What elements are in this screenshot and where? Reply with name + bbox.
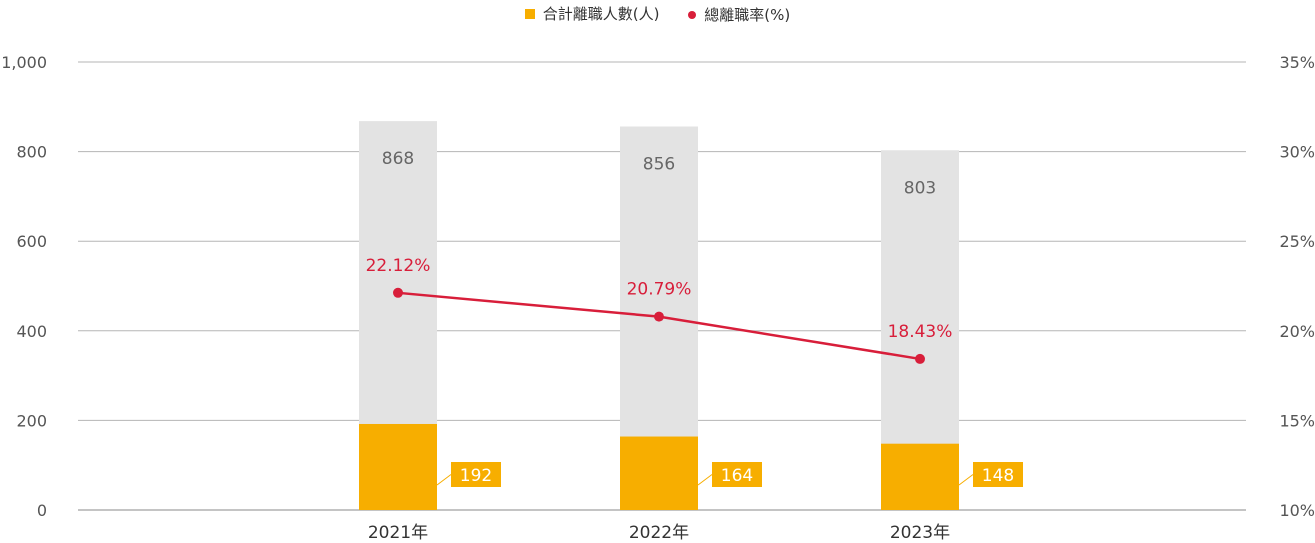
- left-axis-tick-label: 800: [16, 143, 47, 162]
- right-axis-tick-label: 10%: [1279, 501, 1315, 520]
- leavers-bar: [881, 443, 959, 510]
- left-axis-tick-label: 600: [16, 232, 47, 251]
- legend-line-marker: [688, 10, 697, 19]
- leavers-data-label: 148: [982, 466, 1014, 486]
- leavers-bar: [620, 436, 698, 510]
- left-axis-tick-label: 200: [16, 411, 47, 430]
- right-axis-tick-label: 15%: [1279, 411, 1315, 430]
- leavers-data-label: 164: [721, 466, 753, 486]
- rate-data-label: 22.12%: [366, 256, 431, 276]
- legend-item-rate: 總離職率(%): [688, 4, 790, 25]
- total-data-label: 868: [382, 149, 414, 169]
- right-axis-tick-label: 20%: [1279, 322, 1315, 341]
- rate-point: [915, 353, 925, 364]
- left-axis-tick-label: 0: [37, 501, 47, 520]
- leavers-data-label: 192: [460, 466, 492, 486]
- leavers-callout-line: [436, 474, 452, 486]
- x-axis-category-label: 2023年: [890, 523, 950, 543]
- legend-bar-swatch: [524, 8, 535, 19]
- right-axis-tick-label: 25%: [1279, 232, 1315, 251]
- leavers-callout-box: [712, 462, 762, 487]
- left-axis-tick-label: 1,000: [1, 53, 47, 72]
- rate-point: [654, 311, 664, 322]
- left-axis-tick-label: 400: [16, 322, 47, 341]
- chart-legend: 合計離職人數(人) 總離職率(%): [0, 3, 1315, 25]
- leavers-callout-box: [451, 462, 501, 487]
- leavers-callout-line: [958, 474, 974, 486]
- total-data-label: 856: [643, 155, 675, 175]
- x-axis-category-label: 2022年: [629, 523, 689, 543]
- rate-data-label: 18.43%: [888, 322, 953, 342]
- legend-label-leavers: 合計離職人數(人): [542, 5, 660, 23]
- right-axis-tick-label: 30%: [1279, 143, 1315, 162]
- rate-point: [393, 287, 403, 298]
- legend-label-rate: 總離職率(%): [704, 6, 791, 24]
- right-axis-tick-label: 35%: [1279, 53, 1315, 72]
- rate-data-label: 20.79%: [627, 280, 692, 300]
- legend-item-leavers: 合計離職人數(人): [524, 3, 660, 24]
- leavers-bar: [359, 423, 437, 510]
- x-axis-category-label: 2021年: [368, 523, 428, 543]
- total-data-label: 803: [904, 178, 936, 198]
- leavers-callout-line: [697, 474, 713, 486]
- leavers-callout-box: [973, 462, 1023, 487]
